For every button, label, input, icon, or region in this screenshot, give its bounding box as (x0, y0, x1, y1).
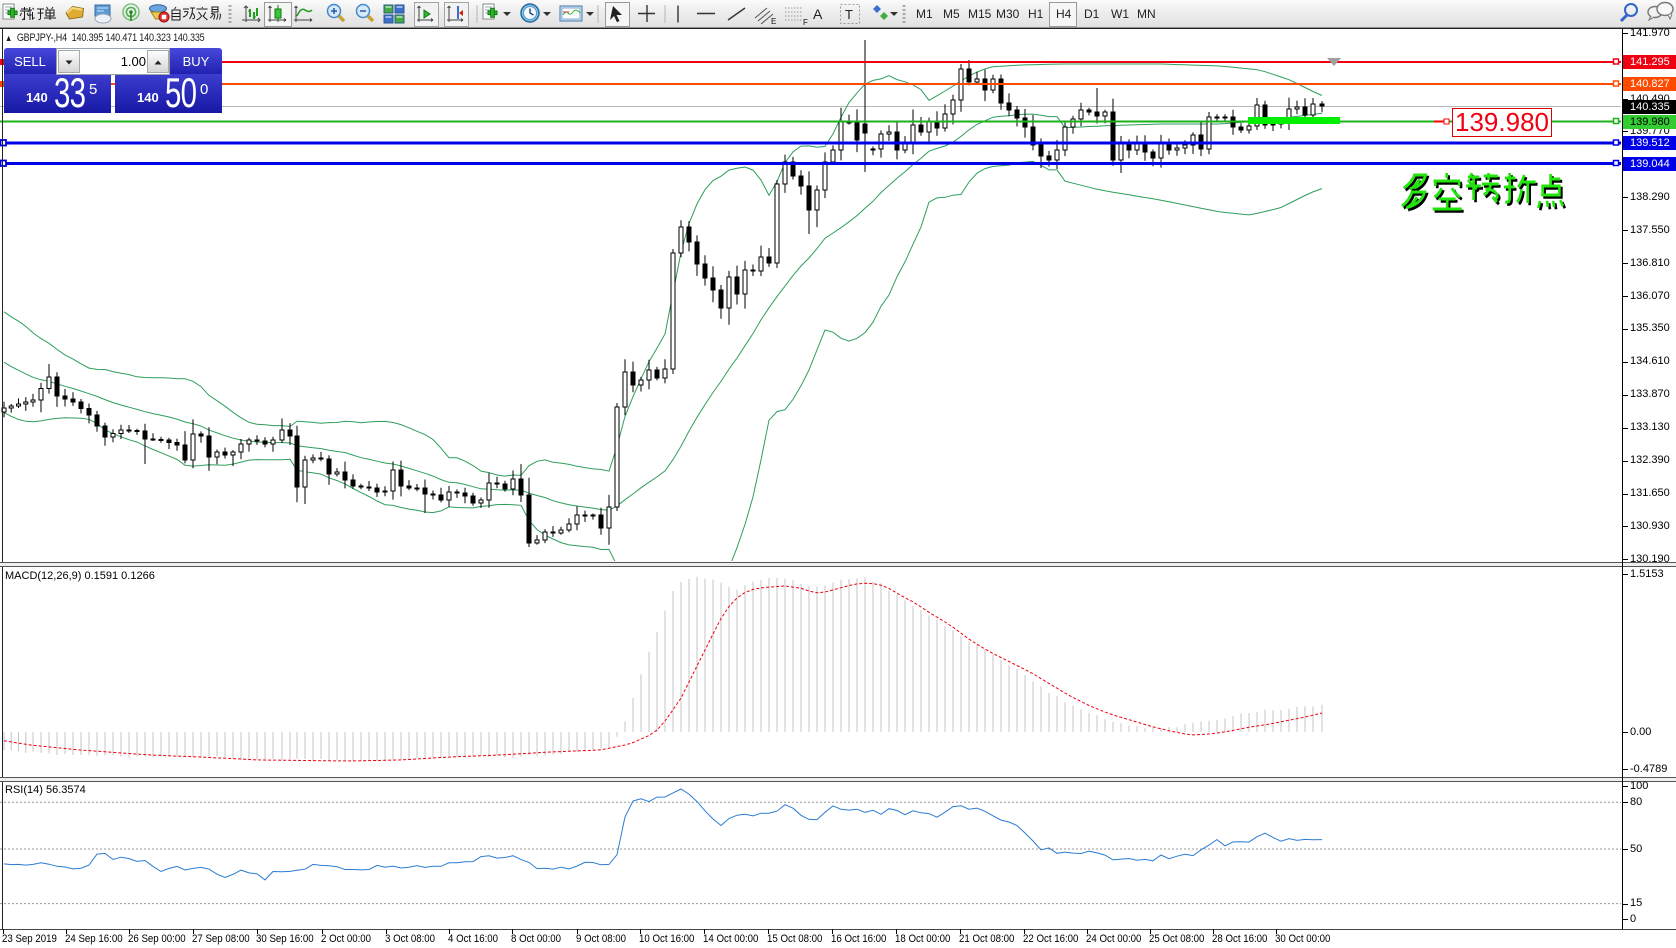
svg-text:T: T (845, 7, 853, 22)
svg-text:F: F (803, 18, 808, 27)
svg-text:E: E (771, 17, 776, 26)
svg-text:A: A (813, 6, 823, 22)
